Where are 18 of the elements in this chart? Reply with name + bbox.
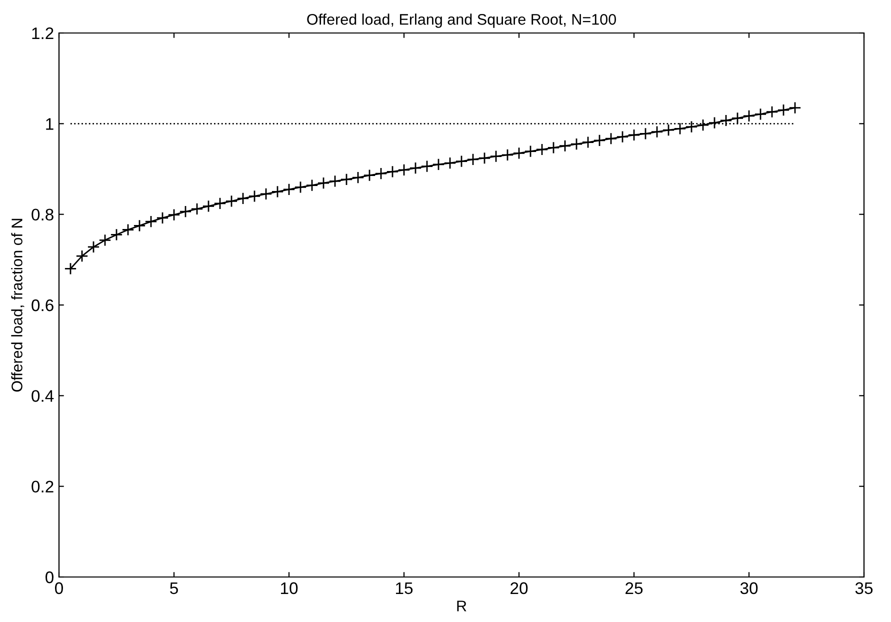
y-tick-label: 0.6 bbox=[32, 299, 54, 312]
y-tick-label: 0.2 bbox=[32, 480, 54, 493]
x-tick-label: 30 bbox=[740, 582, 758, 594]
x-tick-label: 20 bbox=[510, 582, 528, 594]
chart-title: Offered load, Erlang and Square Root, N=100 bbox=[307, 14, 616, 28]
y-axis-title: Offered load, fraction of N bbox=[11, 218, 24, 392]
x-axis-title: R bbox=[457, 600, 466, 612]
x-tick-label: 0 bbox=[55, 582, 63, 594]
x-tick-label: 25 bbox=[626, 582, 643, 594]
x-tick-label: 15 bbox=[396, 582, 413, 594]
y-tick-label: 0.8 bbox=[32, 208, 54, 221]
x-tick-label: 5 bbox=[170, 582, 178, 594]
y-tick-label: 1.2 bbox=[32, 27, 54, 40]
x-tick-label: 35 bbox=[855, 582, 873, 594]
y-tick-label: 1 bbox=[46, 118, 54, 130]
x-tick-label: 10 bbox=[281, 582, 298, 594]
y-tick-label: 0 bbox=[46, 571, 54, 584]
y-tick-label: 0.4 bbox=[32, 390, 54, 402]
